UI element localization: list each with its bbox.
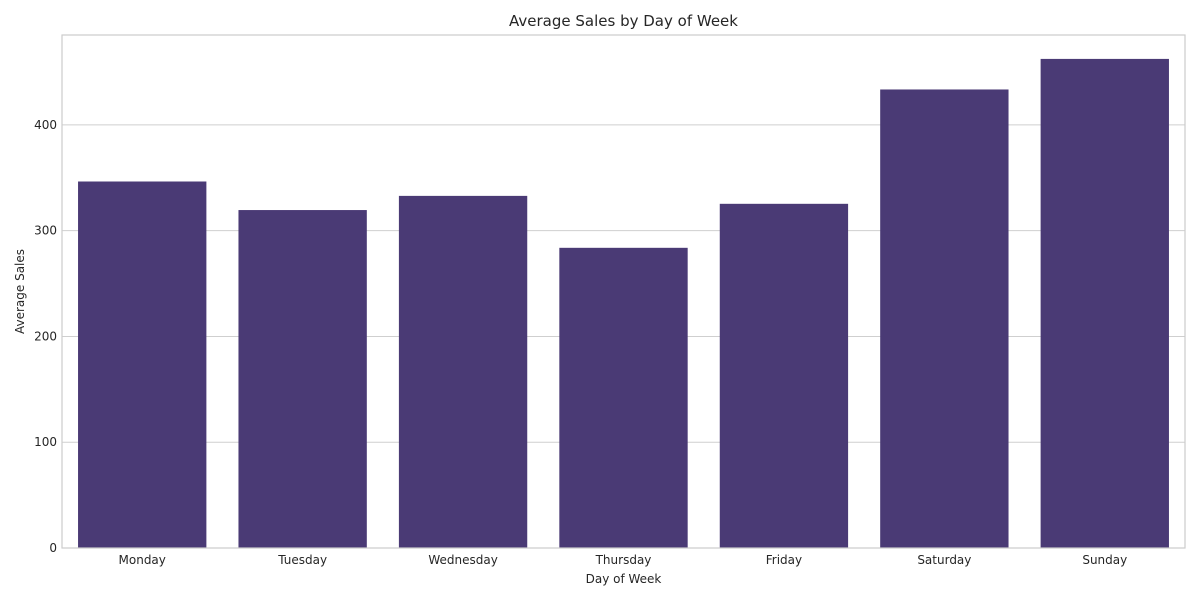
y-tick-label: 200 — [34, 329, 57, 343]
x-tick-label: Saturday — [917, 553, 971, 567]
plot-frame — [61, 34, 1186, 549]
y-tick-label: 0 — [49, 541, 57, 555]
x-tick-label: Sunday — [1082, 553, 1127, 567]
y-tick-label: 300 — [34, 224, 57, 238]
x-tick-label: Thursday — [595, 553, 652, 567]
x-tick-labels: Monday Tuesday Wednesday Thursday Friday Satu… — [119, 553, 1128, 567]
x-tick-label: Tuesday — [277, 553, 327, 567]
bar-tuesday — [238, 210, 367, 549]
x-tick-label: Friday — [766, 553, 802, 567]
y-axis-label: Average Sales — [13, 249, 27, 334]
x-axis-label: Day of Week — [586, 572, 662, 586]
x-tick-label: Wednesday — [428, 553, 497, 567]
y-tick-label: 400 — [34, 118, 57, 132]
bar-saturday — [880, 89, 1009, 548]
bar-friday — [719, 203, 849, 548]
bar-thursday — [559, 247, 688, 548]
y-tick-labels: 0 100 200 300 400 — [34, 118, 57, 555]
x-tick-label: Monday — [119, 553, 166, 567]
y-tick-label: 100 — [34, 435, 57, 449]
bar-wednesday — [398, 195, 528, 548]
bars — [78, 58, 1169, 549]
chart-title: Average Sales by Day of Week — [509, 12, 738, 30]
bar-sunday — [1040, 58, 1169, 548]
bar-monday — [78, 181, 207, 548]
